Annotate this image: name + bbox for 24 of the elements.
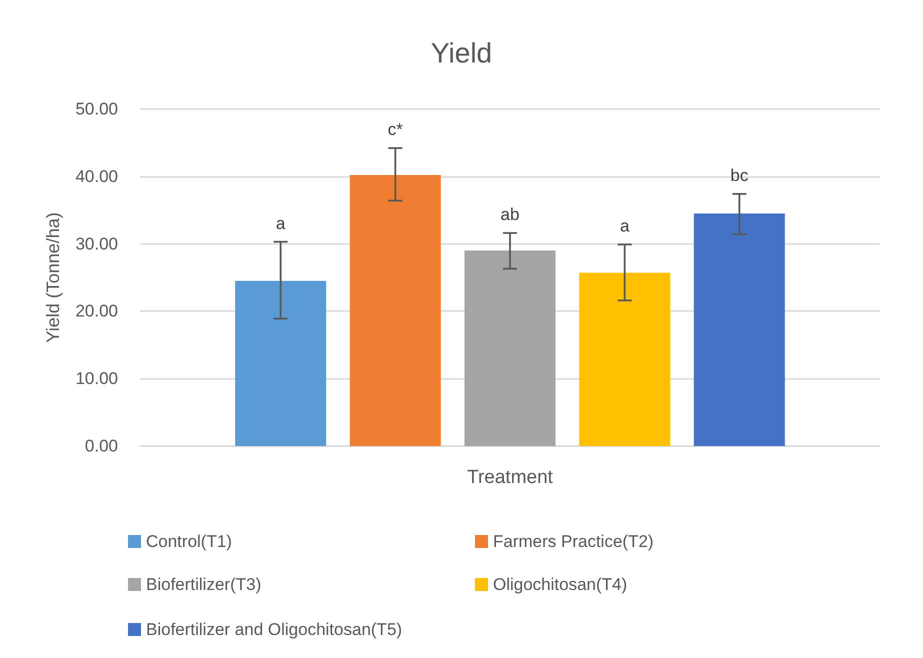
legend-label: Farmers Practice(T2) [493,532,654,551]
y-tick-label: 10.00 [75,369,118,388]
bar [694,213,785,446]
y-tick-label: 20.00 [75,302,118,321]
legend-label: Biofertilizer and Oligochitosan(T5) [146,620,402,639]
chart-title: Yield [430,38,492,68]
bar [350,175,441,446]
x-axis-title: Treatment [467,467,554,488]
legend-label: Control(T1) [146,532,232,551]
y-tick-label: 0.00 [84,436,118,456]
bar [579,272,670,446]
bar [235,280,326,446]
legend-label: Oligochitosan(T4) [493,575,628,594]
annotation: bc [730,166,749,185]
annotation: a [276,214,286,233]
y-tick-label: 50.00 [75,100,118,118]
annotation: c* [388,120,404,140]
bar [464,250,556,446]
y-axis-title: Yield (Tonne/ha) [43,212,63,343]
annotation: a [620,216,630,236]
legend-label: Biofertilizer(T3) [146,575,262,594]
y-tick-label: 40.00 [75,166,118,186]
y-tick-label: 30.00 [75,234,118,254]
annotation: ab [500,205,520,224]
